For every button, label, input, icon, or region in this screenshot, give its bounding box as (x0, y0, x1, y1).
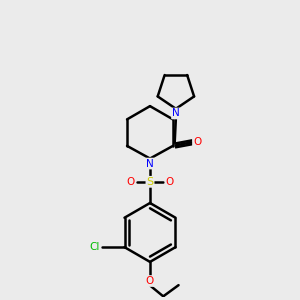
Text: S: S (146, 177, 154, 187)
Text: O: O (126, 177, 134, 187)
Text: N: N (172, 109, 180, 118)
Text: N: N (146, 158, 154, 169)
Text: O: O (146, 276, 154, 286)
Text: Cl: Cl (90, 242, 100, 252)
Text: O: O (193, 137, 201, 147)
Text: O: O (166, 177, 174, 187)
